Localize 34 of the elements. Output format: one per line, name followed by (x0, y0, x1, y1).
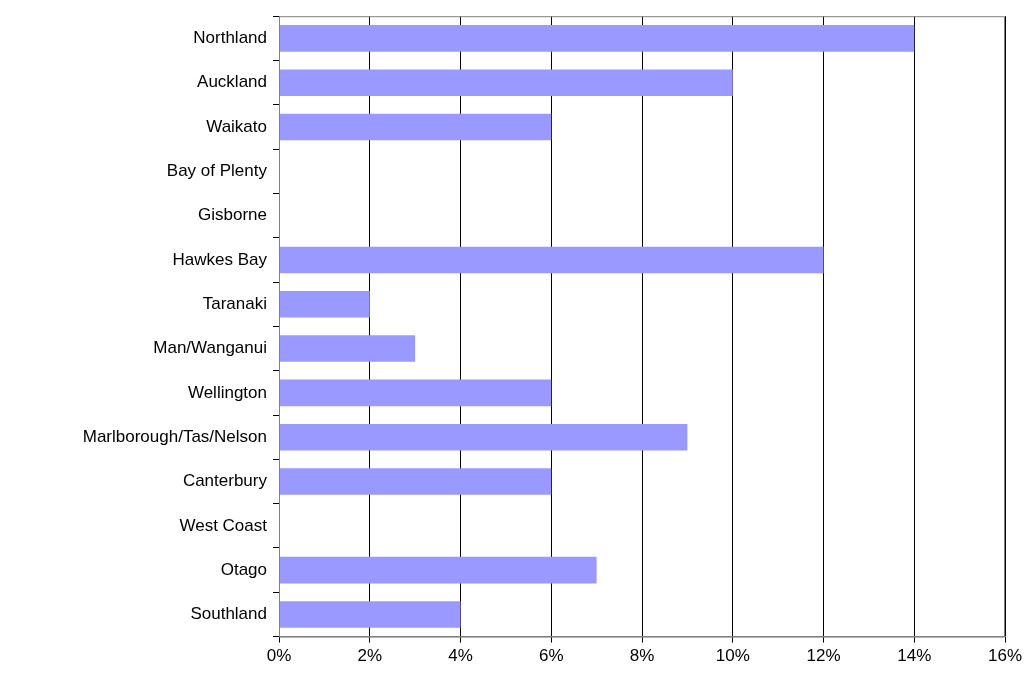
bar (279, 113, 552, 141)
y-tick-label: West Coast (179, 515, 268, 535)
y-tick-label: Marlborough/Tas/Nelson (82, 426, 267, 446)
y-tick-label: Waikato (206, 116, 267, 136)
x-tick-label: 8% (629, 646, 655, 666)
bar (279, 25, 915, 52)
x-tick-label: 10% (715, 646, 750, 666)
y-tick-label: Canterbury (182, 471, 268, 491)
x-tick-label: 4% (448, 646, 473, 666)
bar (279, 379, 552, 407)
bar (279, 468, 552, 495)
y-tick-label: Auckland (197, 72, 267, 92)
y-tick-label: Northland (193, 28, 267, 48)
bar (279, 246, 824, 274)
x-tick-label: 12% (806, 646, 841, 666)
y-tick-label: Wellington (187, 382, 267, 402)
x-tick-label: 16% (987, 646, 1023, 666)
bar (279, 556, 597, 584)
y-tick-label: Gisborne (198, 205, 267, 225)
bar (279, 601, 461, 628)
x-tick-label: 0% (266, 646, 292, 666)
bar (279, 69, 733, 96)
x-tick-label: 6% (538, 646, 564, 666)
x-tick-label: 14% (897, 646, 932, 666)
bar (279, 335, 416, 362)
y-tick-label: Otago (220, 559, 267, 579)
bar (279, 290, 370, 318)
y-tick-label: Taranaki (202, 293, 267, 313)
bar (279, 423, 688, 451)
x-tick-label: 2% (357, 646, 383, 666)
y-tick-label: Man/Wanganui (153, 338, 267, 358)
y-tick-label: Southland (190, 604, 267, 624)
y-tick-label: Hawkes Bay (172, 249, 268, 269)
y-tick-label: Bay of Plenty (166, 160, 268, 180)
